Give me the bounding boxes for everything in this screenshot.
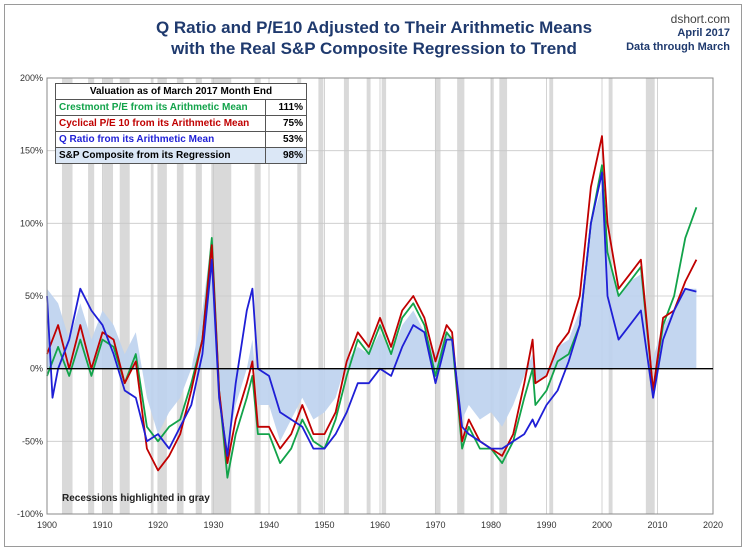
x-tick-label: 1970 xyxy=(425,520,445,530)
series-line xyxy=(46,171,697,457)
source-site: dshort.com xyxy=(670,12,730,26)
source-block: dshort.com April 2017 Data through March xyxy=(626,12,730,54)
valuation-label: Crestmont P/E from its Arithmetic Mean xyxy=(55,99,266,116)
valuation-row: S&P Composite from its Regression 98% xyxy=(55,147,307,164)
y-tick-label: 0% xyxy=(30,364,43,374)
x-tick-label: 1900 xyxy=(37,520,57,530)
y-tick-label: 50% xyxy=(25,291,43,301)
x-tick-label: 1920 xyxy=(148,520,168,530)
x-tick-label: 1910 xyxy=(92,520,112,530)
source-note: Data through March xyxy=(626,41,730,53)
y-tick-label: 150% xyxy=(20,146,43,156)
valuation-value: 111% xyxy=(265,99,307,116)
y-tick-label: -50% xyxy=(22,436,43,446)
x-tick-label: 1950 xyxy=(314,520,334,530)
valuation-row: Cyclical P/E 10 from its Arithmetic Mean… xyxy=(55,115,307,132)
recession-footnote: Recessions highlighted in gray xyxy=(62,493,210,504)
x-tick-label: 1990 xyxy=(536,520,556,530)
valuation-label: Q Ratio from its Arithmetic Mean xyxy=(55,131,266,148)
x-tick-label: 1930 xyxy=(203,520,223,530)
valuation-label: S&P Composite from its Regression xyxy=(55,147,266,164)
valuation-value: 98% xyxy=(265,147,307,164)
x-tick-label: 2020 xyxy=(703,520,723,530)
x-tick-label: 2010 xyxy=(647,520,667,530)
y-tick-label: 200% xyxy=(20,73,43,83)
x-tick-label: 2000 xyxy=(592,520,612,530)
chart-title-line2: with the Real S&P Composite Regression t… xyxy=(171,39,577,58)
valuation-table-header-row: Valuation as of March 2017 Month End xyxy=(55,83,307,100)
plot-border xyxy=(46,77,714,515)
y-tick-label: -100% xyxy=(17,509,43,519)
chart-title-line1: Q Ratio and P/E10 Adjusted to Their Arit… xyxy=(155,18,593,37)
valuation-value: 53% xyxy=(265,131,307,148)
y-tick-label: 100% xyxy=(20,218,43,228)
x-tick-label: 1960 xyxy=(370,520,390,530)
source-date: April 2017 xyxy=(677,27,730,39)
x-tick-label: 1980 xyxy=(481,520,501,530)
valuation-row: Crestmont P/E from its Arithmetic Mean 1… xyxy=(55,99,307,116)
valuation-table: Valuation as of March 2017 Month End Cre… xyxy=(55,83,307,164)
x-tick-label: 1940 xyxy=(259,520,279,530)
valuation-label: Cyclical P/E 10 from its Arithmetic Mean xyxy=(55,115,266,132)
valuation-row: Q Ratio from its Arithmetic Mean 53% xyxy=(55,131,307,148)
series-line xyxy=(46,135,698,472)
valuation-value: 75% xyxy=(265,115,307,132)
valuation-table-header: Valuation as of March 2017 Month End xyxy=(55,83,307,100)
